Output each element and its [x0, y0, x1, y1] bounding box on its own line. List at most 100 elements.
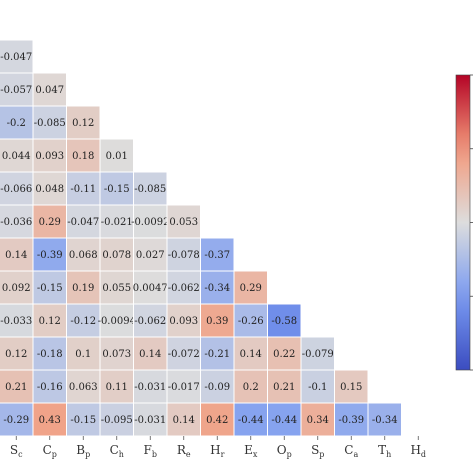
cell-value-label: -0.066	[0, 184, 32, 195]
cell-value-label: -0.2	[7, 118, 26, 129]
cell-value-label: -0.072	[168, 349, 200, 360]
cell-value-label: -0.44	[271, 415, 297, 426]
heatmap-cell	[233, 402, 268, 437]
heatmap-cell	[66, 237, 101, 272]
heatmap-cell	[32, 204, 67, 239]
cell-value-label: 0.18	[72, 151, 94, 162]
heatmap-cell	[66, 402, 101, 437]
cell-value-label: -0.0092	[131, 217, 169, 228]
heatmap-cell	[66, 138, 101, 173]
heatmap-cell	[200, 336, 235, 371]
cell-value-label: -0.017	[168, 382, 200, 393]
cell-value-label: 0.093	[169, 316, 198, 327]
heatmap-cell	[99, 204, 134, 239]
cell-value-label: -0.34	[372, 415, 398, 426]
cell-value-label: -0.0094	[98, 316, 136, 327]
heatmap-cell	[200, 237, 235, 272]
cell-value-label: 0.01	[106, 151, 128, 162]
heatmap-cell	[300, 336, 335, 371]
cell-value-label: 0.073	[102, 349, 131, 360]
heatmap-cell	[99, 237, 134, 272]
cell-value-label: -0.39	[37, 250, 63, 261]
cell-value-label: -0.079	[302, 349, 334, 360]
cell-value-label: -0.078	[168, 250, 200, 261]
cell-value-label: 0.34	[307, 415, 329, 426]
cell-value-label: 0.19	[72, 283, 94, 294]
cell-value-label: -0.047	[0, 52, 32, 63]
cell-value-label: 0.12	[72, 118, 94, 129]
heatmap-cell	[0, 270, 34, 305]
cell-value-label: -0.29	[3, 415, 29, 426]
heatmap-cell	[0, 204, 34, 239]
cell-value-label: -0.031	[134, 415, 166, 426]
cell-value-label: 0.14	[139, 349, 161, 360]
heatmap-cell	[166, 303, 201, 338]
heatmap-cell	[99, 270, 134, 305]
cell-value-label: -0.39	[338, 415, 364, 426]
cell-value-label: 0.078	[102, 250, 131, 261]
cell-value-label: 0.21	[273, 382, 295, 393]
heatmap-cell	[0, 402, 34, 437]
cell-value-label: -0.047	[67, 217, 99, 228]
cell-value-label: 0.14	[5, 250, 27, 261]
heatmap-cell	[99, 303, 134, 338]
colorbar-gradient	[455, 74, 471, 371]
cell-value-label: 0.027	[136, 250, 165, 261]
cell-value-label: -0.057	[0, 85, 32, 96]
cell-value-label: 0.15	[340, 382, 362, 393]
cell-value-label: -0.031	[134, 382, 166, 393]
cell-value-label: -0.15	[37, 283, 63, 294]
cell-value-label: 0.048	[35, 184, 64, 195]
cell-value-label: 0.11	[106, 382, 128, 393]
cell-value-label: -0.085	[134, 184, 166, 195]
heatmap-cell	[99, 336, 134, 371]
cell-value-label: 0.14	[240, 349, 262, 360]
cell-value-label: -0.036	[0, 217, 32, 228]
x-tick-label: Cp	[43, 443, 57, 459]
cell-value-label: -0.58	[271, 316, 297, 327]
heatmap-cell	[367, 402, 402, 437]
heatmap-cell	[233, 336, 268, 371]
heatmap-cell	[133, 402, 168, 437]
cell-value-label: 0.044	[2, 151, 31, 162]
cell-value-label: -0.44	[238, 415, 264, 426]
cell-value-label: -0.033	[0, 316, 32, 327]
cell-value-label: -0.15	[70, 415, 96, 426]
x-tick-label: Hd	[410, 443, 426, 459]
cell-value-label: 0.42	[206, 415, 228, 426]
heatmap-cell	[99, 138, 134, 173]
cell-value-label: 0.29	[39, 217, 61, 228]
heatmap-cell	[32, 72, 67, 107]
cell-value-label: 0.092	[2, 283, 31, 294]
cell-value-label: -0.34	[204, 283, 230, 294]
cell-value-label: 0.053	[169, 217, 198, 228]
cell-value-label: -0.062	[134, 316, 166, 327]
heatmap-cell	[66, 171, 101, 206]
x-tick-label: Op	[277, 443, 292, 459]
cell-value-label: 0.063	[69, 382, 98, 393]
heatmap-cells: -0.047 -0.057 0.047 -0.2 -0.085 0.12 0.044 0.09…	[0, 39, 402, 437]
heatmap-cell	[334, 369, 369, 404]
cell-value-label: -0.26	[238, 316, 264, 327]
cell-value-label: -0.09	[204, 382, 230, 393]
cell-value-label: -0.18	[37, 349, 63, 360]
heatmap-cell	[200, 369, 235, 404]
heatmap-cell	[133, 270, 168, 305]
heatmap-cell	[300, 402, 335, 437]
cell-value-label: 0.12	[39, 316, 61, 327]
cell-value-label: 0.12	[5, 349, 27, 360]
x-tick-label: Ch	[110, 443, 124, 459]
heatmap-cell	[267, 402, 302, 437]
cell-value-label: 0.43	[39, 415, 61, 426]
x-tick-label: Sc	[10, 443, 23, 459]
cell-value-label: -0.11	[70, 184, 96, 195]
cell-value-label: -0.1	[308, 382, 327, 393]
x-tick-label: Ex	[244, 443, 258, 459]
heatmap-cell	[0, 105, 34, 140]
cell-value-label: 0.21	[5, 382, 27, 393]
x-tick-label: Sp	[311, 443, 324, 459]
cell-value-label: 0.29	[240, 283, 262, 294]
cell-value-label: -0.021	[101, 217, 133, 228]
colorbar	[455, 74, 473, 371]
